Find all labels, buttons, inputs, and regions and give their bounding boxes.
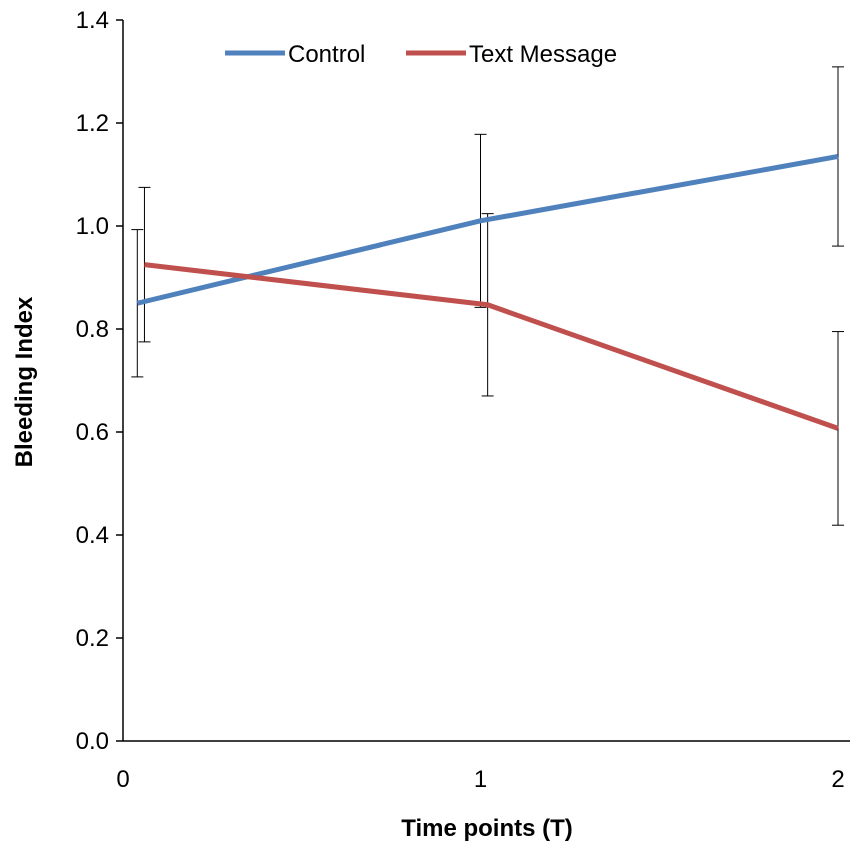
y-tick-label: 1.4 — [76, 7, 109, 34]
legend: Control Text Message — [225, 41, 617, 68]
error-bars — [131, 66, 844, 526]
y-tick-label: 0.2 — [76, 625, 109, 652]
y-tick-label: 0.4 — [76, 522, 109, 549]
x-tick-label: 2 — [831, 766, 844, 793]
series-lines — [136, 154, 839, 431]
axes: 0.0 0.2 0.4 0.6 0.8 1.0 1.2 1.4 0 1 2 — [76, 7, 850, 793]
y-tick-label: 1.0 — [76, 213, 109, 240]
legend-label-control: Control — [288, 41, 365, 68]
y-tick-label: 0.0 — [76, 728, 109, 755]
series-line-text-message — [144, 262, 839, 431]
x-axis-title: Time points (T) — [401, 815, 573, 842]
y-axis-title: Bleeding Index — [11, 296, 38, 467]
x-tick-label: 0 — [116, 766, 129, 793]
y-tick-label: 0.6 — [76, 419, 109, 446]
y-tick-label: 0.8 — [76, 316, 109, 343]
legend-label-text-message: Text Message — [469, 41, 617, 68]
x-tick-label: 1 — [474, 766, 487, 793]
y-tick-label: 1.2 — [76, 110, 109, 137]
